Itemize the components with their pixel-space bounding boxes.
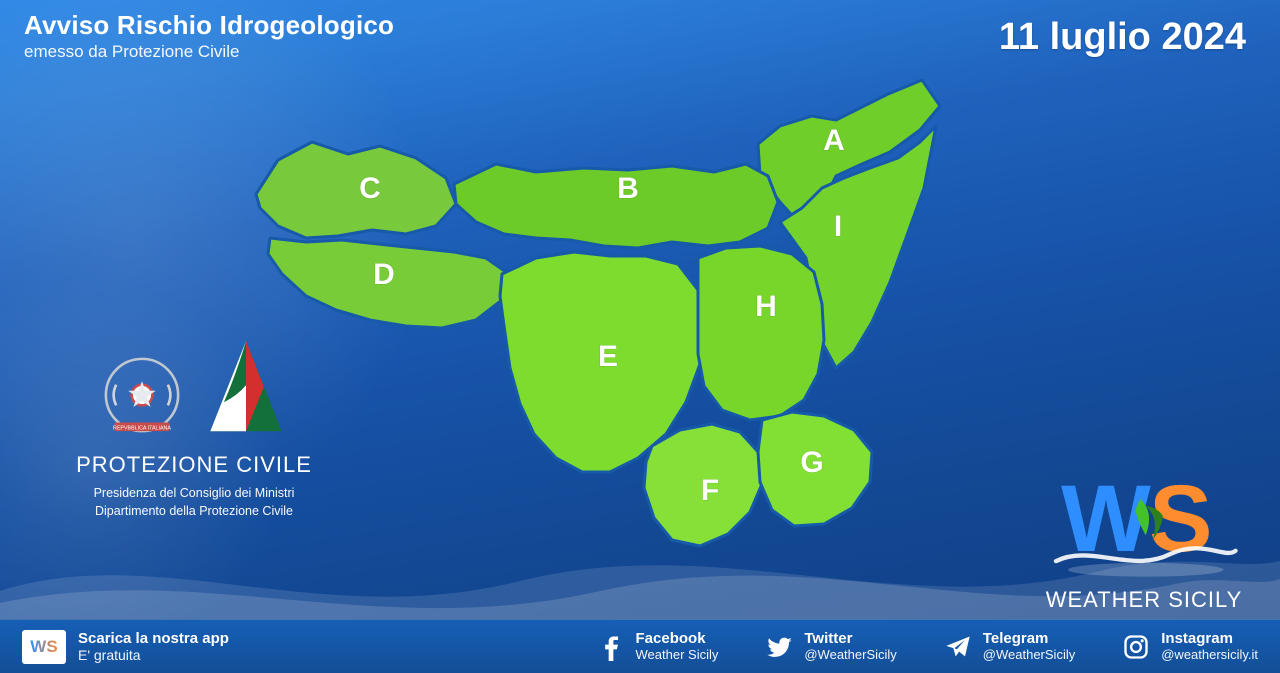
social-name: Twitter [804, 631, 896, 648]
alert-title: Avviso Rischio Idrogeologico [24, 10, 394, 41]
social-twitter[interactable]: Twitter@WeatherSicily [764, 631, 896, 662]
ws-badge-text: WS [30, 637, 57, 657]
region-label-E: E [598, 340, 618, 373]
social-telegram[interactable]: Telegram@WeatherSicily [943, 631, 1075, 662]
region-H [698, 246, 824, 420]
pc-line-1: Presidenza del Consiglio dei Ministri [44, 484, 344, 502]
alert-date: 11 luglio 2024 [999, 16, 1246, 59]
region-label-H: H [755, 290, 777, 323]
social-name: Facebook [636, 631, 719, 648]
pc-logos: REPVBBLICA ITALIANA [44, 336, 344, 438]
region-label-I: I [834, 210, 842, 243]
region-label-A: A [823, 124, 845, 157]
ws-badge-icon: WS [22, 630, 66, 664]
region-C [256, 142, 456, 238]
social-name: Instagram [1161, 631, 1258, 648]
region-label-B: B [617, 172, 639, 205]
footer-bar: WS Scarica la nostra app E' gratuita Fac… [0, 619, 1280, 673]
twitter-icon [764, 632, 794, 662]
pc-line-2: Dipartimento della Protezione Civile [44, 502, 344, 520]
social-name: Telegram [983, 631, 1075, 648]
region-B [454, 164, 778, 248]
social-facebook[interactable]: FacebookWeather Sicily [596, 631, 719, 662]
pc-title: PROTEZIONE CIVILE [44, 452, 344, 478]
region-label-F: F [701, 474, 719, 507]
instagram-icon [1121, 632, 1151, 662]
facebook-icon [596, 632, 626, 662]
svg-text:REPVBBLICA ITALIANA: REPVBBLICA ITALIANA [113, 425, 171, 431]
footer-app-group[interactable]: WS Scarica la nostra app E' gratuita [22, 630, 229, 664]
social-instagram[interactable]: Instagram@weathersicily.it [1121, 631, 1258, 662]
footer-app-line1: Scarica la nostra app [78, 630, 229, 647]
weather-alert-card: Avviso Rischio Idrogeologico emesso da P… [0, 0, 1280, 673]
social-handle: @weathersicily.it [1161, 648, 1258, 663]
social-handle: Weather Sicily [636, 648, 719, 663]
social-handle: @WeatherSicily [804, 648, 896, 663]
weather-sicily-brand: W S WEATHER SICILY [1034, 465, 1254, 613]
italy-emblem-icon: REPVBBLICA ITALIANA [99, 352, 185, 438]
brand-name: WEATHER SICILY [1034, 587, 1254, 613]
footer-app-line2: E' gratuita [78, 647, 229, 663]
social-handle: @WeatherSicily [983, 648, 1075, 663]
region-label-D: D [373, 258, 395, 291]
telegram-icon [943, 632, 973, 662]
alert-subtitle: emesso da Protezione Civile [24, 42, 239, 62]
protezione-civile-block: REPVBBLICA ITALIANA PROTEZIONE CIVILE Pr… [44, 336, 344, 520]
region-label-C: C [359, 172, 381, 205]
footer-social: FacebookWeather SicilyTwitter@WeatherSic… [596, 631, 1258, 662]
protezione-civile-icon [203, 336, 289, 438]
ws-logo-icon: W S [1049, 465, 1239, 583]
region-label-G: G [800, 446, 823, 479]
